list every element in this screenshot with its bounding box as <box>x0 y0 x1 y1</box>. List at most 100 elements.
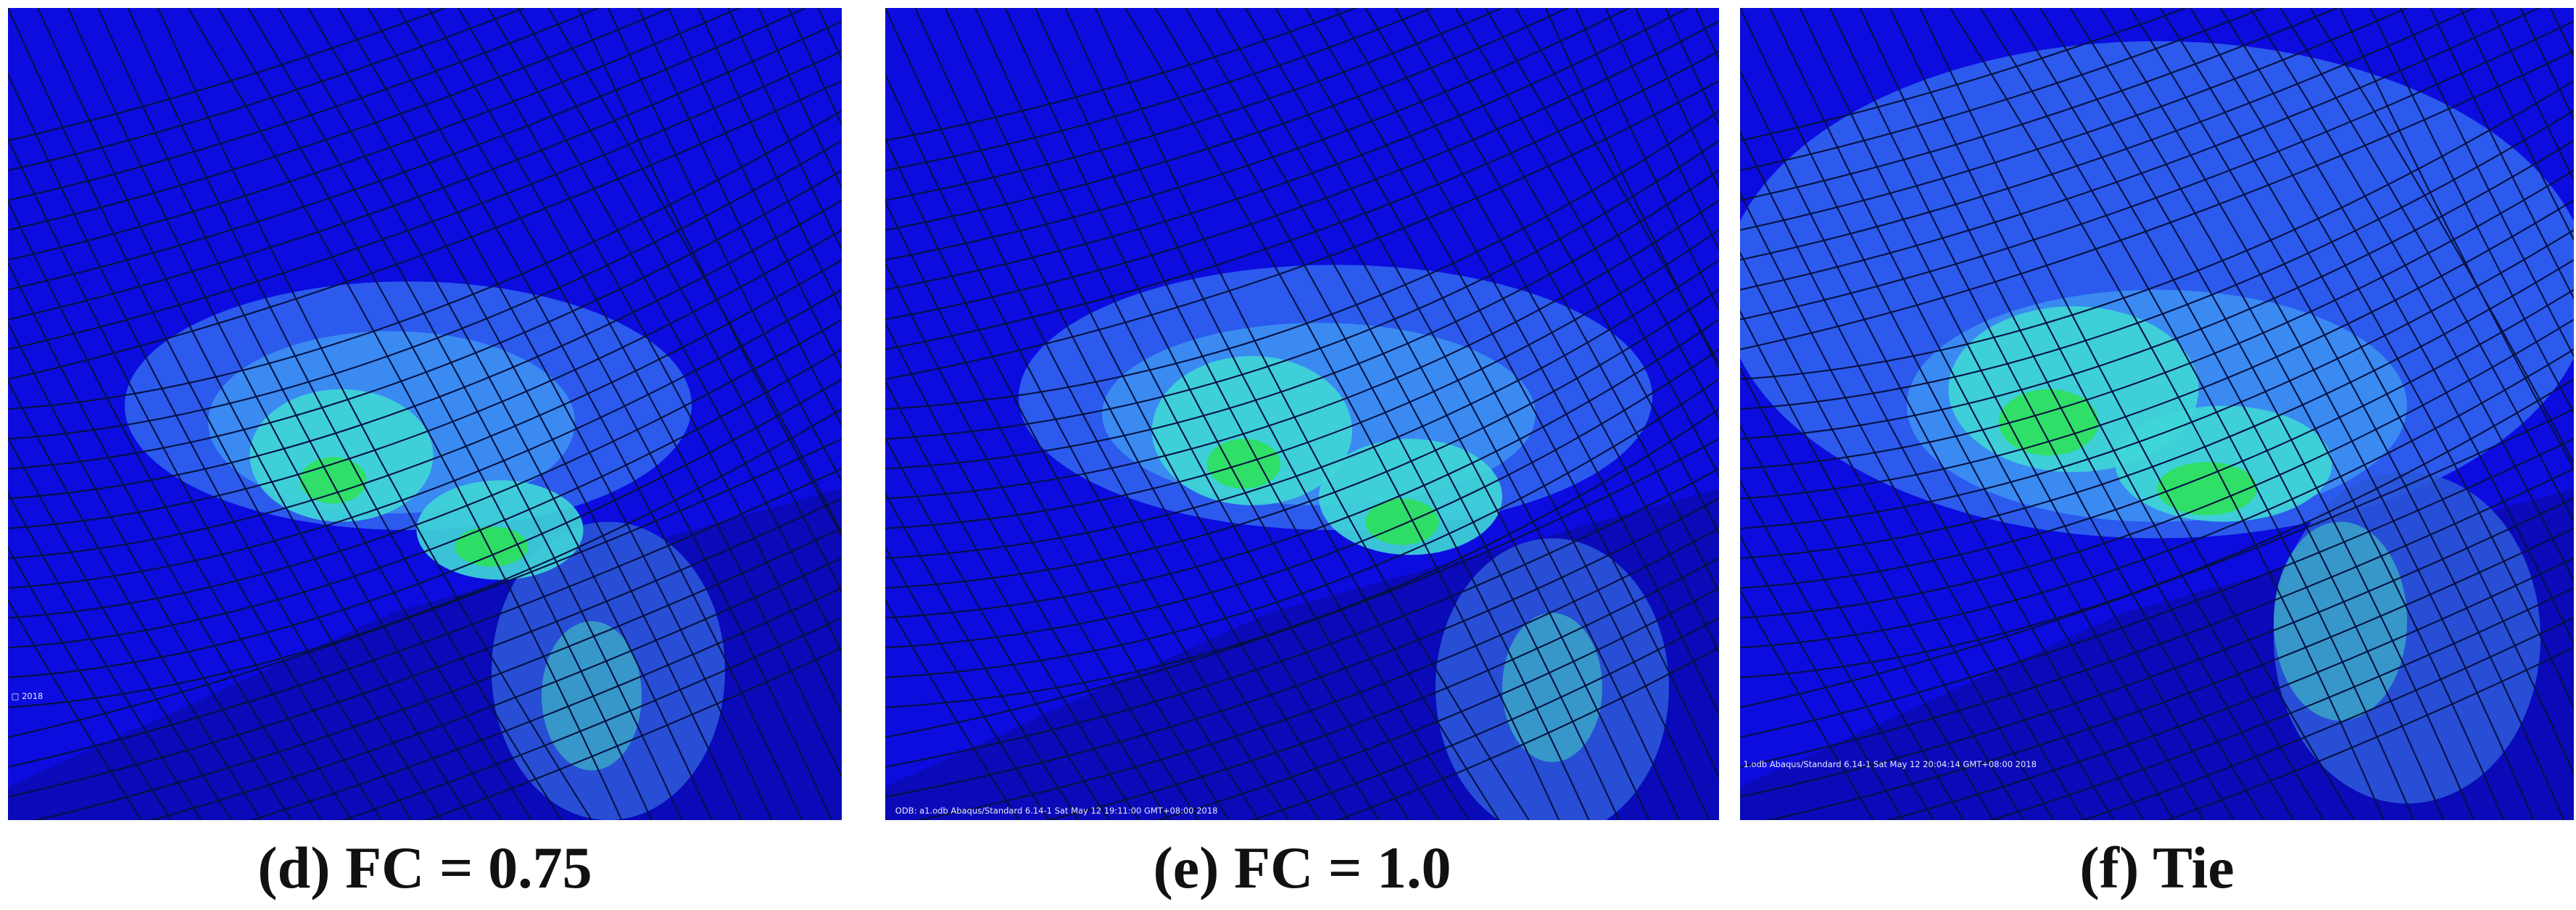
mesh-line <box>885 8 1434 172</box>
mesh-line <box>885 8 1631 261</box>
mesh-line <box>8 8 442 820</box>
mesh-line <box>1740 588 1874 820</box>
mesh-line <box>1244 8 1680 820</box>
mesh-line <box>1740 80 2574 381</box>
mesh-line <box>885 170 1719 470</box>
mesh-line <box>1740 309 2024 820</box>
mesh-line <box>885 72 1290 820</box>
mesh-line <box>2399 8 2574 358</box>
mesh-line <box>1304 8 1719 779</box>
mesh-line <box>8 199 842 500</box>
mesh-line <box>427 8 842 779</box>
mesh-line <box>1740 479 1934 820</box>
mesh-line <box>8 8 808 291</box>
mesh-line <box>1979 8 2415 820</box>
mesh-line <box>8 348 842 649</box>
stress-region <box>2274 521 2407 721</box>
mesh-line <box>885 109 1719 410</box>
mesh-line <box>885 50 1719 350</box>
mesh-line <box>1425 8 1719 535</box>
mesh-line <box>885 20 1719 320</box>
mesh-line <box>885 598 1019 820</box>
mesh-line <box>8 318 842 619</box>
mesh-line <box>1740 199 2574 500</box>
mesh-line <box>8 497 842 798</box>
mesh-line <box>127 8 563 820</box>
mesh-line <box>2459 8 2574 241</box>
mesh-line <box>885 545 1050 820</box>
mesh-line <box>8 20 842 320</box>
mesh-line <box>8 170 842 470</box>
mesh-line <box>149 557 842 820</box>
mesh-line <box>8 545 173 820</box>
mesh-line <box>2081 617 2574 820</box>
mesh-line <box>1919 8 2355 820</box>
mesh-line <box>885 436 1110 820</box>
mesh-line <box>8 492 202 820</box>
mesh-line <box>8 438 842 738</box>
panel-caption: (f) Tie <box>2079 835 2235 901</box>
mesh-line <box>1740 408 2574 708</box>
mesh-line <box>2369 8 2574 415</box>
mesh-line <box>1740 50 2574 350</box>
mesh-line <box>1740 20 2574 320</box>
mesh-line <box>1515 8 1719 365</box>
panel-caption: (e) FC = 1.0 <box>1153 835 1451 901</box>
mesh-line <box>277 8 713 820</box>
mesh-line <box>1740 367 1995 820</box>
stress-region <box>1365 498 1439 545</box>
mesh-line <box>885 199 1719 500</box>
software-stamp: 1.odb Abaqus/Standard 6.14-1 Sat May 12 … <box>1744 759 2037 769</box>
mesh-line <box>885 259 1719 559</box>
mesh-line <box>2039 8 2474 820</box>
mesh-line <box>1740 438 2574 738</box>
mesh-line <box>885 8 1690 291</box>
mesh-line <box>1829 8 2265 820</box>
mesh-line <box>885 199 1230 820</box>
mesh-line <box>2129 8 2565 820</box>
stress-region <box>542 621 642 771</box>
mesh-line <box>217 8 653 820</box>
mesh-line <box>517 8 842 594</box>
simulation-panel: □ 2018 <box>8 8 842 820</box>
mesh-line <box>1740 109 2574 410</box>
mesh-line <box>1604 8 1719 252</box>
mesh-line <box>8 8 741 261</box>
mesh-line <box>1740 8 2409 231</box>
mesh-line <box>2309 8 2574 466</box>
stress-region <box>2157 462 2257 516</box>
mesh-line <box>1859 8 2295 820</box>
mesh-line <box>8 50 842 350</box>
mesh-line <box>885 438 1719 738</box>
mesh-line <box>915 527 1719 820</box>
mesh-line <box>885 379 1140 820</box>
mesh-line <box>1740 8 2477 261</box>
mesh-line <box>8 8 448 141</box>
mesh <box>885 8 1719 820</box>
mesh-line <box>885 229 1719 529</box>
mesh-line <box>2190 8 2574 710</box>
mesh <box>1740 8 2574 820</box>
mesh-line <box>885 140 1719 440</box>
mesh-line <box>8 408 842 708</box>
mesh-line <box>2219 8 2574 645</box>
mesh-line <box>340 617 842 820</box>
mesh-line <box>8 199 352 820</box>
stress-region <box>1502 613 1602 762</box>
mesh-line <box>1766 527 2574 820</box>
mesh-line <box>1740 534 1905 820</box>
mesh-line <box>8 468 842 768</box>
mesh-line <box>1740 8 2340 202</box>
mesh-line <box>2099 8 2535 820</box>
mesh-line <box>885 8 1320 820</box>
simulation-panel: 1.odb Abaqus/Standard 6.14-1 Sat May 12 … <box>1740 8 2574 820</box>
mesh-line <box>8 229 842 529</box>
mesh-line <box>8 379 842 679</box>
mesh-line <box>1575 8 1719 312</box>
mesh-line <box>1635 8 1719 190</box>
mesh-line <box>1064 8 1500 820</box>
mesh-line <box>8 8 526 172</box>
mesh-line <box>885 261 1200 820</box>
mesh-line <box>1485 8 1719 421</box>
mesh-line <box>425 647 842 820</box>
